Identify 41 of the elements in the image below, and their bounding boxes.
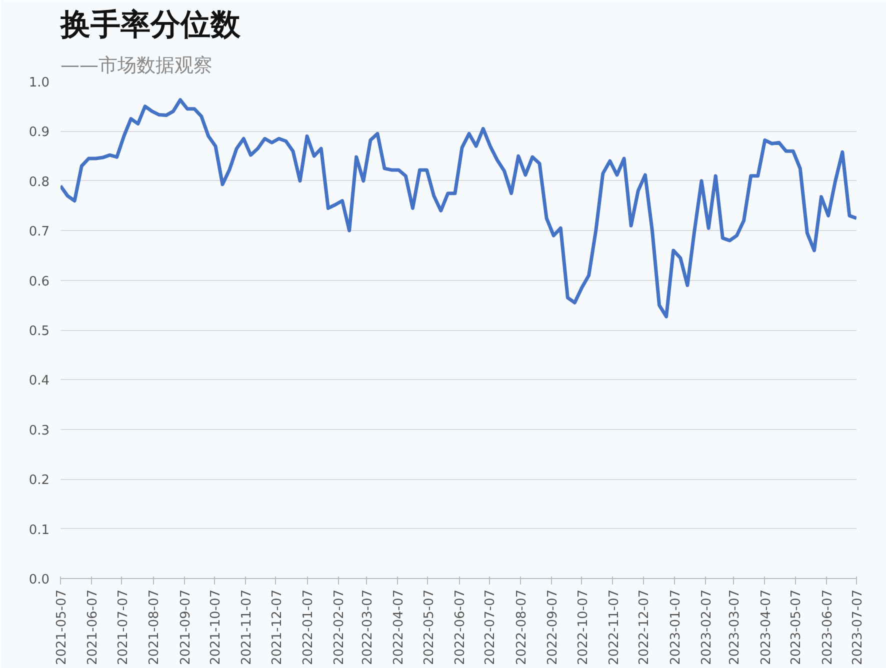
x-tick-label: 2021-07-07 bbox=[116, 589, 131, 666]
x-tick-label: 2021-05-07 bbox=[54, 589, 70, 666]
x-tick-label: 2022-06-07 bbox=[453, 589, 468, 666]
x-tick-label: 2022-02-07 bbox=[332, 589, 348, 666]
x-tick-label: 2021-10-07 bbox=[208, 589, 224, 666]
x-tick-label: 2022-09-07 bbox=[546, 589, 561, 666]
y-tick-label: 0.5 bbox=[28, 324, 50, 339]
x-tick-label: 2023-03-07 bbox=[728, 589, 743, 666]
x-tick-label: 2022-12-07 bbox=[637, 589, 652, 666]
y-tick-label: 0.0 bbox=[28, 572, 50, 588]
y-tick-label: 0.6 bbox=[28, 274, 50, 290]
x-tick-label: 2021-12-07 bbox=[270, 589, 285, 666]
x-tick-label: 2022-11-07 bbox=[606, 589, 622, 666]
x-tick-label: 2023-02-07 bbox=[700, 589, 715, 666]
x-tick-label: 2022-08-07 bbox=[514, 589, 530, 666]
x-tick-label: 2021-09-07 bbox=[178, 589, 194, 666]
x-tick-label: 2022-10-07 bbox=[576, 589, 591, 666]
y-tick-label: 0.2 bbox=[28, 473, 50, 488]
y-tick-label: 0.1 bbox=[28, 522, 50, 538]
x-tick-label: 2023-06-07 bbox=[820, 589, 836, 666]
line-series bbox=[60, 98, 856, 318]
chart-subtitle: ——市场数据观察 bbox=[60, 54, 212, 76]
x-tick-label: 2023-01-07 bbox=[668, 589, 684, 666]
x-tick-label: 2022-01-07 bbox=[301, 589, 316, 666]
x-tick-label: 2022-04-07 bbox=[392, 589, 407, 666]
x-tick-label: 2021-08-07 bbox=[147, 589, 162, 666]
y-tick-label: 0.4 bbox=[28, 374, 50, 389]
chart-title: 换手率分位数 bbox=[60, 8, 242, 42]
x-tick-label: 2022-07-07 bbox=[483, 589, 498, 666]
x-tick-label: 2022-03-07 bbox=[360, 589, 376, 666]
y-tick-label: 0.9 bbox=[28, 125, 50, 140]
y-tick-label: 0.3 bbox=[28, 423, 50, 438]
y-tick-label: 1.0 bbox=[28, 76, 50, 90]
x-tick-label: 2023-04-07 bbox=[758, 589, 774, 666]
x-tick-label: 2021-11-07 bbox=[240, 589, 255, 666]
x-tick-label: 2023-05-07 bbox=[789, 589, 804, 666]
y-tick-label: 0.7 bbox=[28, 224, 50, 240]
x-tick-label: 2022-05-07 bbox=[422, 589, 437, 666]
y-tick-label: 0.8 bbox=[28, 174, 50, 190]
x-tick-label: 2021-06-07 bbox=[86, 589, 101, 666]
x-tick-label: 2023-07-07 bbox=[850, 589, 866, 666]
